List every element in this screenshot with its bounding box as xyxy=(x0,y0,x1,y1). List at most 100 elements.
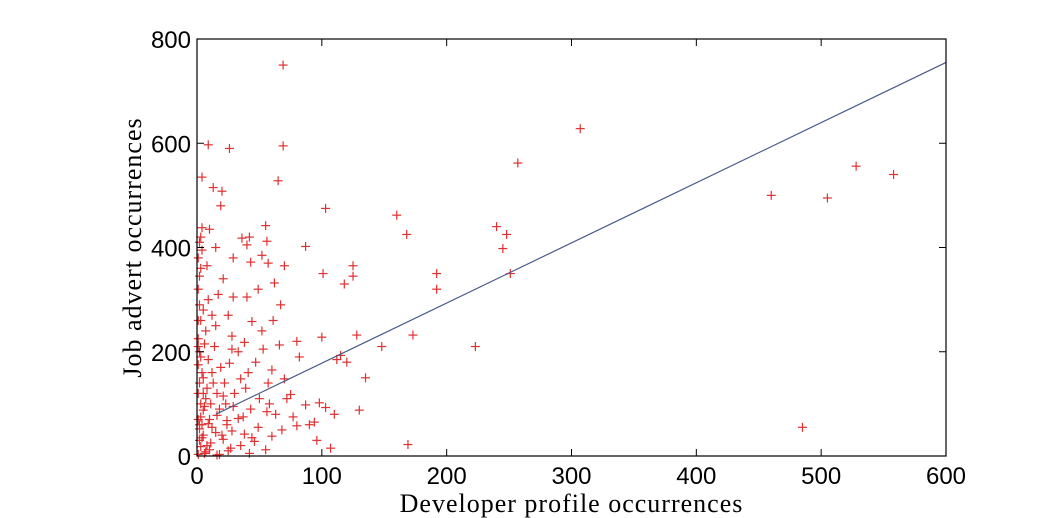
scatter-point xyxy=(196,263,206,273)
scatter-point xyxy=(193,253,203,263)
scatter-point xyxy=(261,221,271,231)
scatter-point xyxy=(261,445,271,455)
scatter-point xyxy=(203,140,213,150)
scatter-point xyxy=(197,223,207,233)
scatter-point xyxy=(309,417,319,427)
scatter-point xyxy=(312,435,322,445)
scatter-point xyxy=(233,347,243,357)
scatter-point xyxy=(267,431,277,441)
scatter-point xyxy=(318,269,328,279)
scatter-point xyxy=(286,389,296,399)
scatter-point xyxy=(321,203,331,213)
scatter-point xyxy=(204,224,214,234)
scatter-point xyxy=(279,261,289,271)
scatter-point xyxy=(242,292,252,302)
scatter-point xyxy=(276,300,286,310)
scatter-point xyxy=(339,279,349,289)
scatter-point xyxy=(233,413,243,423)
scatter-point xyxy=(218,274,228,284)
scatter-point xyxy=(288,412,298,422)
scatter-point xyxy=(194,420,204,430)
scatter-point xyxy=(221,399,231,409)
scatter-point xyxy=(432,269,442,279)
scatter-point xyxy=(408,330,418,340)
scatter-point xyxy=(209,342,219,352)
scatter-point xyxy=(264,399,274,409)
scatter-point xyxy=(216,362,226,372)
scatter-point xyxy=(243,368,253,378)
scatter-point xyxy=(392,210,402,220)
scatter-point xyxy=(208,378,218,388)
scatter-point xyxy=(206,399,216,409)
scatter-point xyxy=(241,383,251,393)
scatter-point xyxy=(193,284,203,294)
trend-line xyxy=(215,61,947,415)
scatter-point xyxy=(211,243,221,252)
scatter-point xyxy=(227,426,237,436)
scatter-point xyxy=(263,378,273,388)
scatter-point xyxy=(193,360,203,370)
scatter-point xyxy=(326,443,336,453)
x-tick-label: 200 xyxy=(427,463,467,490)
scatter-point xyxy=(321,403,331,413)
y-tick-label: 600 xyxy=(151,131,191,158)
y-tick-label: 200 xyxy=(151,340,191,367)
plot-frame xyxy=(196,38,947,457)
scatter-point xyxy=(822,193,832,203)
scatter-point xyxy=(301,241,311,251)
scatter-point xyxy=(236,374,246,384)
scatter-point xyxy=(201,447,211,457)
scatter-point xyxy=(277,425,287,435)
scatter-point xyxy=(197,368,207,378)
scatter-point xyxy=(348,261,358,271)
scatter-point xyxy=(201,394,211,404)
scatter-point xyxy=(262,236,272,246)
x-tick-label: 300 xyxy=(551,463,591,490)
scatter-point xyxy=(470,342,480,352)
scatter-point xyxy=(237,233,247,243)
scatter-point xyxy=(194,237,204,247)
scatter-point xyxy=(199,339,209,349)
scatter-point xyxy=(198,373,208,383)
scatter-point xyxy=(253,284,263,294)
x-axis-label: Developer profile occurrences xyxy=(400,489,744,518)
scatter-point xyxy=(402,229,412,239)
scatter-point xyxy=(278,141,288,151)
scatter-point xyxy=(254,394,264,404)
scatter-point xyxy=(432,284,442,294)
scatter-point xyxy=(219,378,229,388)
scatter-point xyxy=(227,331,237,341)
scatter-point xyxy=(226,443,236,453)
scatter-point xyxy=(212,388,222,398)
scatter-point xyxy=(292,336,302,346)
scatter-point xyxy=(314,398,324,408)
scatter-point xyxy=(342,357,352,367)
scatter-point xyxy=(218,391,228,401)
scatter-point xyxy=(218,434,228,444)
scatter-point xyxy=(267,365,277,375)
scatter-point xyxy=(292,421,302,431)
scatter-point xyxy=(193,449,203,459)
scatter-point xyxy=(247,433,257,443)
scatter-point xyxy=(492,222,502,232)
scatter-point xyxy=(263,258,273,268)
scatter-point xyxy=(246,257,256,267)
x-tick-label: 100 xyxy=(302,463,342,490)
scatter-point xyxy=(213,289,223,299)
y-axis-label: Job advert occurrences xyxy=(118,117,147,377)
scatter-point xyxy=(766,190,776,200)
scatter-point xyxy=(202,383,212,393)
scatter-point xyxy=(204,415,214,425)
scatter-point xyxy=(193,315,203,325)
scatter-point xyxy=(197,172,207,182)
scatter-point xyxy=(207,422,217,432)
scatter-point xyxy=(228,253,238,263)
scatter-point xyxy=(217,430,227,440)
scatter-point xyxy=(282,394,292,404)
scatter-point xyxy=(498,244,508,254)
scatter-point xyxy=(329,409,339,419)
scatter-point xyxy=(239,429,249,439)
x-tick-label: 600 xyxy=(926,463,966,490)
scatter-point xyxy=(279,374,289,384)
scatter-point xyxy=(851,161,861,171)
